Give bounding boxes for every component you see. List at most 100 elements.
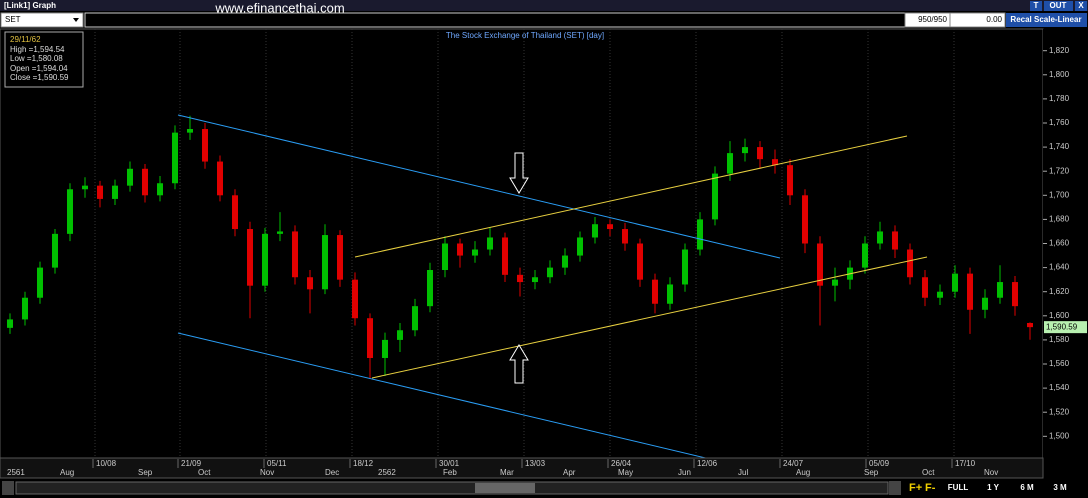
candle-body <box>157 183 163 196</box>
scroll-thumb[interactable] <box>475 483 535 493</box>
x-month-label: Jul <box>738 468 748 477</box>
candle-body <box>397 330 403 340</box>
x-month-label: Sep <box>138 468 153 477</box>
candle-body <box>727 153 733 174</box>
x-month-label: Feb <box>443 468 457 477</box>
candle-body <box>352 279 358 319</box>
button[interactable] <box>1075 1 1087 11</box>
candle-body <box>67 189 73 234</box>
change: 0.00 <box>986 15 1002 24</box>
info-date: 29/11/62 <box>10 35 41 44</box>
candle-body <box>127 168 133 186</box>
candle-body <box>517 274 523 283</box>
zoom-in[interactable]: F+ <box>909 482 922 494</box>
count: 950/950 <box>918 15 947 24</box>
candle-body <box>262 233 268 286</box>
x-date-label: 21/09 <box>181 459 202 468</box>
candle-body <box>742 147 748 154</box>
arrow-up <box>509 344 529 384</box>
info-line: Close =1,590.59 <box>10 73 69 82</box>
scroll-left[interactable] <box>2 481 14 495</box>
candle-body <box>937 291 943 298</box>
candle-body <box>37 267 43 298</box>
candle-body <box>487 237 493 250</box>
last-price-label: 1,590.59 <box>1046 322 1078 331</box>
candle-body <box>592 224 598 238</box>
candle-body <box>952 273 958 292</box>
candle-body <box>367 318 373 358</box>
candle-body <box>472 249 478 256</box>
scroll-right[interactable] <box>889 481 901 495</box>
candle-body <box>607 224 613 230</box>
y-axis <box>1043 29 1088 478</box>
candle-body <box>547 267 553 278</box>
candle-body <box>532 277 538 283</box>
candle-body <box>442 243 448 271</box>
candle-body <box>232 195 238 230</box>
button-label[interactable]: T <box>1034 1 1039 10</box>
candle-body <box>337 235 343 280</box>
x-month-label: Nov <box>260 468 274 477</box>
window-title: [Link1] Graph <box>4 1 56 10</box>
x-date-label: 10/08 <box>96 459 117 468</box>
candle-body <box>832 279 838 286</box>
candle-body <box>97 185 103 199</box>
button-label[interactable]: X <box>1078 1 1084 10</box>
candle-body <box>457 243 463 256</box>
range-button[interactable]: 1 Y <box>987 483 1000 492</box>
scale-button-label[interactable]: Recal Scale-Linear <box>1010 15 1081 24</box>
trend-line <box>354 135 908 258</box>
info-line: Open =1,594.04 <box>10 64 68 73</box>
trend-line <box>177 332 774 475</box>
y-tick-label: 1,580 <box>1049 335 1070 344</box>
x-month-label: Mar <box>500 468 514 477</box>
candle-body <box>757 147 763 160</box>
plot-area <box>0 28 1044 459</box>
candle-body <box>292 231 298 278</box>
candle-body <box>7 319 13 328</box>
y-tick-label: 1,620 <box>1049 287 1070 296</box>
candle-body <box>202 129 208 162</box>
candle-body <box>307 277 313 290</box>
x-month-label: Aug <box>796 468 810 477</box>
candle-body <box>577 237 583 256</box>
x-month-label: 2562 <box>378 468 396 477</box>
zoom-out[interactable]: F- <box>925 482 936 494</box>
x-month-label: Dec <box>325 468 339 477</box>
candle-body <box>172 132 178 184</box>
x-month-label: Jun <box>678 468 691 477</box>
x-date-label: 05/11 <box>267 459 287 468</box>
range-button[interactable]: 3 M <box>1053 483 1067 492</box>
button[interactable] <box>1044 1 1073 11</box>
symbol-select[interactable] <box>0 12 84 28</box>
symbol[interactable]: SET <box>5 15 21 24</box>
candle-body <box>787 165 793 196</box>
button[interactable] <box>1030 1 1042 11</box>
y-tick-label: 1,700 <box>1049 190 1070 199</box>
candle-body <box>712 173 718 220</box>
candle-body <box>967 273 973 310</box>
range-button[interactable]: FULL <box>948 483 969 492</box>
candle-body <box>52 233 58 268</box>
y-tick-label: 1,540 <box>1049 383 1070 392</box>
candle-body <box>247 229 253 286</box>
range-button[interactable]: 6 M <box>1020 483 1034 492</box>
candle-body <box>187 129 193 133</box>
y-tick-label: 1,640 <box>1049 263 1070 272</box>
x-month-label: Oct <box>922 468 935 477</box>
x-month-label: Aug <box>60 468 74 477</box>
button-label[interactable]: OUT <box>1050 1 1067 10</box>
chart-title: The Stock Exchange of Thailand (SET) [da… <box>446 31 604 40</box>
candle-body <box>562 255 568 268</box>
candle-body <box>322 235 328 290</box>
y-tick-label: 1,500 <box>1049 431 1070 440</box>
y-tick-label: 1,740 <box>1049 142 1070 151</box>
candle-body <box>982 297 988 310</box>
candle-body <box>82 185 88 190</box>
scrollbar[interactable] <box>15 481 889 495</box>
x-date-label: 24/07 <box>783 459 804 468</box>
x-date-label: 17/10 <box>955 459 976 468</box>
candle-body <box>502 237 508 275</box>
scale-button[interactable] <box>1006 13 1087 27</box>
